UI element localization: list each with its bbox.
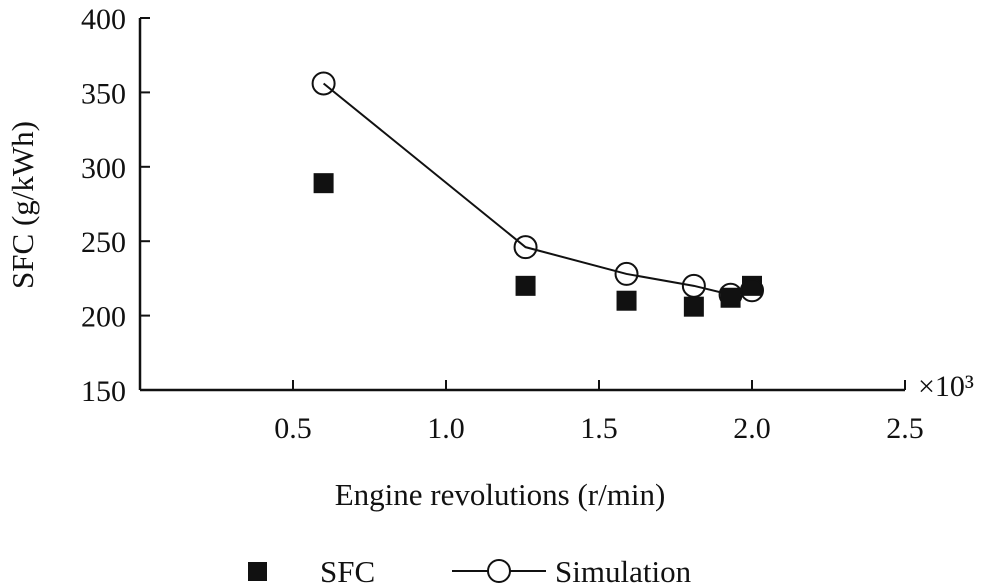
legend-sfc-label: SFC bbox=[320, 554, 375, 586]
y-tick-label: 300 bbox=[81, 152, 126, 185]
y-tick-label: 250 bbox=[81, 226, 126, 259]
y-tick-label: 400 bbox=[81, 3, 126, 36]
x-tick-label: 2.0 bbox=[733, 412, 771, 445]
sfc-point bbox=[616, 290, 637, 311]
y-tick-label: 350 bbox=[81, 77, 126, 110]
sfc-point bbox=[515, 275, 536, 296]
simulation-point bbox=[681, 273, 706, 298]
sfc-point bbox=[683, 296, 704, 317]
y-tick-label: 150 bbox=[81, 375, 126, 408]
x-tick-label: 0.5 bbox=[274, 412, 312, 445]
series-lines bbox=[322, 82, 753, 296]
ticks: 150 200 250 300 350 400 0.5 1.0 1.5 2.0 2.5 bbox=[81, 3, 924, 445]
markers bbox=[311, 71, 764, 317]
axes bbox=[138, 18, 905, 392]
simulation-point bbox=[614, 261, 639, 286]
simulation-point bbox=[311, 71, 336, 96]
x-tick-label: 1.0 bbox=[427, 412, 465, 445]
simulation-point bbox=[740, 278, 764, 303]
legend-simulation-label: Simulation bbox=[555, 554, 692, 586]
y-tick-label: 200 bbox=[81, 301, 126, 334]
x-tick-label: 1.5 bbox=[580, 412, 618, 445]
legend: SFC Simulation bbox=[248, 554, 692, 586]
x-multiplier-label: ×10³ bbox=[918, 370, 974, 403]
x-axis-title: Engine revolutions (r/min) bbox=[335, 477, 666, 512]
simulation-line bbox=[322, 82, 753, 296]
y-axis-title: SFC (g/kWh) bbox=[5, 121, 40, 289]
sfc-point bbox=[720, 287, 741, 308]
simulation-point bbox=[513, 235, 538, 260]
sfc-point bbox=[313, 173, 334, 194]
legend-simulation-marker bbox=[487, 559, 511, 583]
legend-sfc-marker bbox=[248, 562, 267, 581]
x-tick-label: 2.5 bbox=[886, 412, 924, 445]
